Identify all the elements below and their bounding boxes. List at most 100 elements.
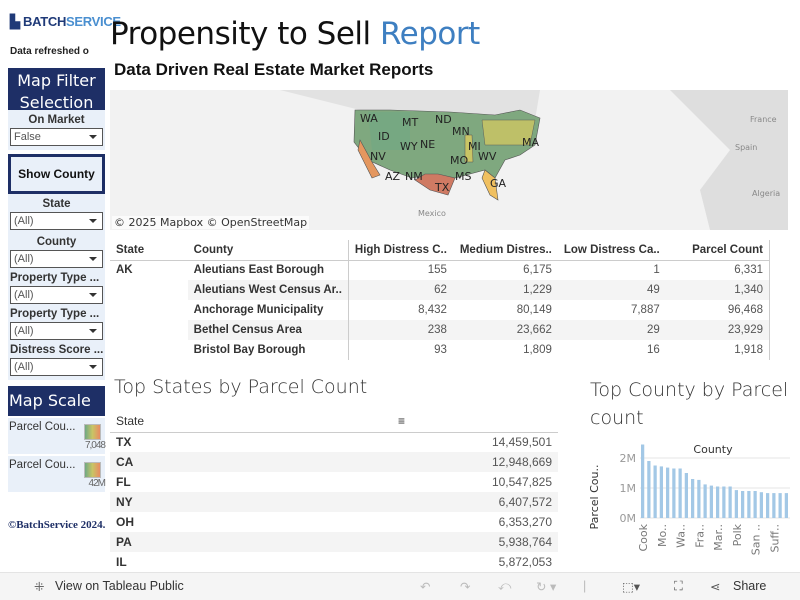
on-market-dropdown[interactable]: False [10, 128, 103, 146]
state-cell [110, 320, 188, 340]
revert-icon[interactable]: ⤺ [498, 579, 512, 593]
place-label: Spain [735, 143, 757, 152]
property-type-2-dropdown[interactable]: (All) [10, 322, 103, 340]
state-label-id[interactable]: ID [378, 130, 390, 143]
parcel-count-cell: 23,929 [665, 320, 770, 340]
filter-label-state: State [42, 198, 71, 210]
redo-icon[interactable]: ↷ [460, 580, 471, 594]
map-scale-title: Map Scale [8, 386, 105, 416]
x-tick-label: Mo.. [656, 524, 669, 547]
map-filter-title: Map Filter Selection [8, 68, 105, 110]
filter-sidebar: Map Filter Selection On Market False Sho… [8, 68, 106, 492]
table-row[interactable]: FL 10,547,825 [110, 472, 558, 492]
table-row[interactable]: OH 6,353,270 [110, 512, 558, 532]
tableau-toolbar: ⁜ View on Tableau Public ↶ ↷ ⤺ ↻ ▾ | ⬚▾ … [0, 572, 800, 600]
share-button[interactable]: Share [733, 579, 767, 593]
state-label-nd[interactable]: ND [435, 113, 452, 126]
medium-distress-cell: 80,149 [516, 304, 552, 316]
medium-distress-cell: 23,662 [452, 320, 558, 340]
state-cell: CA [110, 452, 398, 472]
table-row[interactable]: PA 5,938,764 [110, 532, 558, 552]
map-attribution[interactable]: © 2025 Mapbox © OpenStreetMap [112, 216, 310, 229]
table-row[interactable]: CA 12,948,669 [110, 452, 558, 472]
x-tick-label: Suff.. [768, 524, 781, 553]
state-label-tx[interactable]: TX [434, 181, 450, 194]
state-label-ne[interactable]: NE [420, 138, 435, 151]
place-label: Mexico [418, 209, 446, 218]
state-label-mi[interactable]: MI [468, 140, 481, 153]
view-on-tableau-link[interactable]: View on Tableau Public [55, 579, 184, 593]
state-cell [110, 340, 188, 360]
col-medium-distress[interactable]: Medium Distres.. [452, 240, 558, 261]
county-cell: Aleutians West Census Ar.. [187, 280, 349, 300]
bar [734, 490, 738, 518]
col-high-distress[interactable]: High Distress C.. [347, 240, 453, 261]
low-distress-cell: 49 [557, 280, 666, 300]
table-row[interactable]: AK Aleutians East Borough 155 6,175 1 6,… [110, 260, 770, 280]
bar [672, 468, 676, 518]
legend-label: Parcel Cou... [9, 421, 76, 433]
table-row[interactable]: Bristol Bay Borough 93 1,809 16 1,918 [110, 340, 770, 360]
undo-icon[interactable]: ↶ [420, 580, 431, 594]
state-label-mn[interactable]: MN [452, 125, 470, 138]
download-icon[interactable]: ⬚▾ [622, 580, 641, 594]
bar [784, 493, 788, 518]
col-state[interactable]: State [110, 240, 188, 261]
low-distress-cell: 29 [557, 320, 666, 340]
legend-parcel-count-1: Parcel Cou... 7,048 [8, 418, 106, 454]
state-label-nm[interactable]: NM [405, 170, 423, 183]
state-cell: AK [116, 264, 133, 277]
top-county-bar-chart: County Parcel Cou.. 0M 1M 2M Cook Mo.. Wa.. Fra.… [588, 443, 790, 555]
bar [678, 468, 682, 518]
x-tick-label: Mar.. [712, 524, 725, 551]
us-choropleth-map[interactable]: WA MT ND MN ID WY MI NE MA NV MO WV AZ NM MS GA TX Franc… [110, 90, 788, 230]
state-label-ga[interactable]: GA [490, 177, 507, 190]
state-label-wv[interactable]: WV [478, 150, 497, 163]
low-distress-cell: 7,887 [630, 304, 660, 316]
parcel-count-cell: 6,331 [665, 260, 770, 280]
refresh-icon[interactable]: ↻ ▾ [536, 580, 557, 594]
show-county-label: Show County [11, 157, 102, 191]
state-dropdown[interactable]: (All) [10, 212, 103, 230]
x-tick-label: Fra.. [693, 524, 706, 548]
distress-score-dropdown[interactable]: (All) [10, 358, 103, 376]
state-label-ms[interactable]: MS [455, 170, 471, 183]
table-row[interactable]: Bethel Census Area 238 23,662 29 23,929 [110, 320, 770, 340]
legend-parcel-count-2: Parcel Cou... 42M [8, 456, 106, 492]
bar [759, 492, 763, 518]
state-label-mt[interactable]: MT [402, 116, 418, 129]
county-cell: Bristol Bay Borough [193, 344, 306, 356]
state-label-az[interactable]: AZ [385, 170, 401, 183]
color-ramp [84, 424, 101, 440]
filter-label-county: County [36, 236, 77, 248]
county-detail-table: State County High Distress C.. Medium Di… [110, 240, 770, 360]
fullscreen-icon[interactable]: ⛶ [674, 579, 683, 593]
share-icon[interactable]: ⋖ [710, 580, 721, 594]
bar [722, 486, 726, 518]
bar [753, 491, 757, 518]
property-type-1-dropdown[interactable]: (All) [10, 286, 103, 304]
medium-distress-cell: 1,809 [523, 344, 552, 356]
county-dropdown[interactable]: (All) [10, 250, 103, 268]
state-label-wy[interactable]: WY [400, 140, 418, 153]
county-cell: Anchorage Municipality [193, 304, 324, 316]
sort-icon[interactable]: ≡ [398, 410, 558, 433]
col-low-distress[interactable]: Low Distress Ca.. [557, 240, 666, 261]
col-parcel-count[interactable]: Parcel Count [665, 240, 770, 261]
col-county[interactable]: County [187, 240, 349, 261]
state-label-wa[interactable]: WA [360, 112, 378, 125]
table-row[interactable]: TX 14,459,501 [110, 432, 558, 452]
show-county-button[interactable]: Show County [8, 154, 105, 194]
col-state[interactable]: State [110, 410, 398, 433]
table-row[interactable]: IL 5,872,053 [110, 552, 558, 572]
bar [641, 444, 645, 518]
table-row[interactable]: NY 6,407,572 [110, 492, 558, 512]
parcel-count-cell: 14,459,501 [491, 435, 552, 450]
state-label-ma[interactable]: MA [522, 136, 539, 149]
table-row[interactable]: Anchorage Municipality 8,432 80,149 7,88… [110, 300, 770, 320]
state-label-mo[interactable]: MO [450, 154, 468, 167]
x-tick-label: Polk [731, 523, 744, 546]
table-row[interactable]: Aleutians West Census Ar.. 62 1,229 49 1… [110, 280, 770, 300]
bar [703, 484, 707, 518]
state-label-nv[interactable]: NV [370, 150, 386, 163]
